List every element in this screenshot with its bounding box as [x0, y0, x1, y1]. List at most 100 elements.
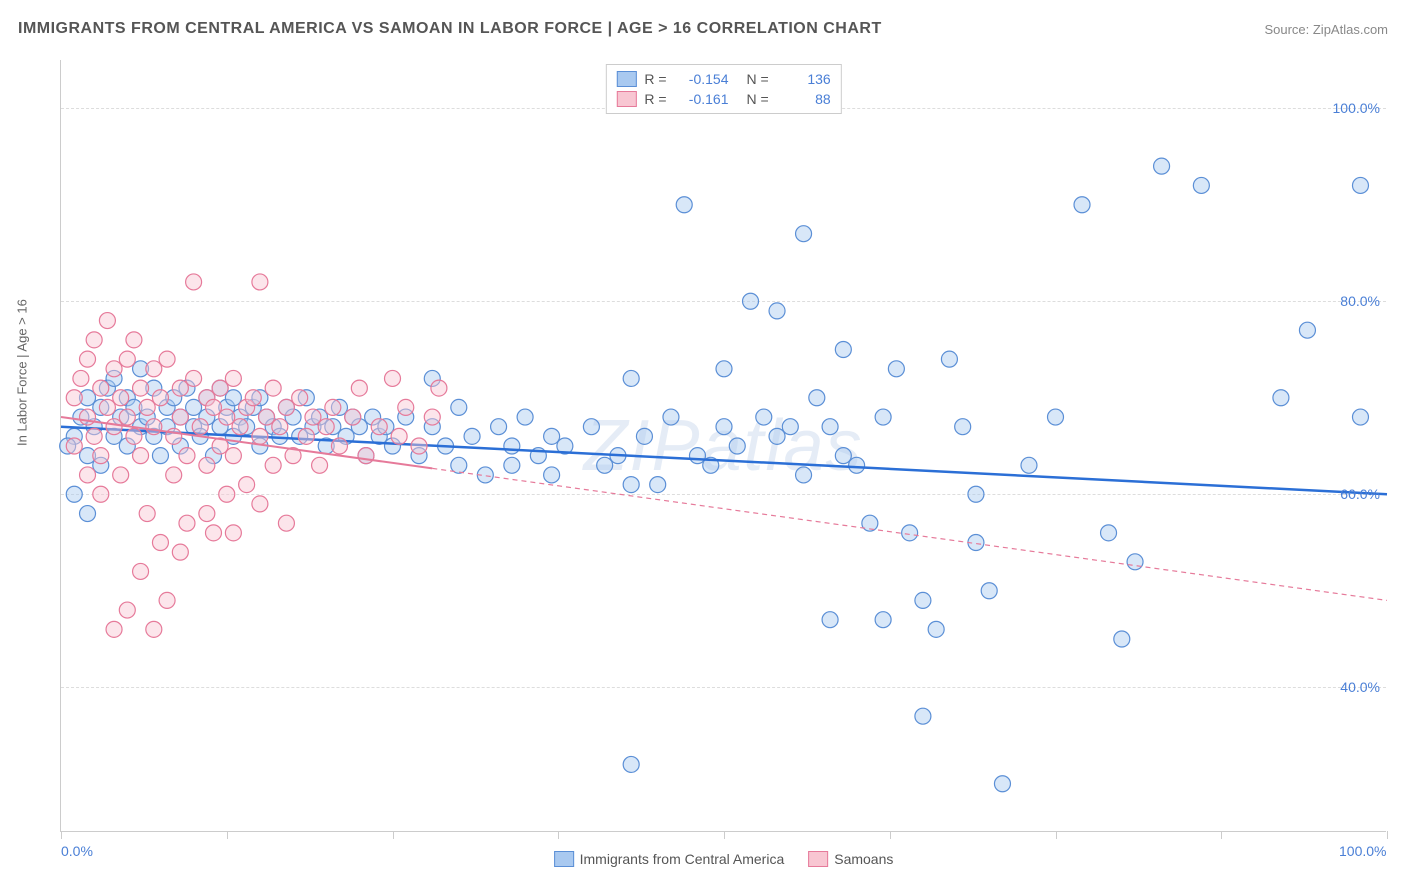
data-point: [663, 409, 679, 425]
data-point: [93, 486, 109, 502]
data-point: [756, 409, 772, 425]
data-point: [431, 380, 447, 396]
data-point: [205, 399, 221, 415]
n-value-1: 136: [777, 71, 831, 87]
swatch-series-1: [616, 71, 636, 87]
data-point: [252, 428, 268, 444]
data-point: [325, 399, 341, 415]
data-point: [1154, 158, 1170, 174]
data-point: [1127, 554, 1143, 570]
source-label: Source: ZipAtlas.com: [1264, 22, 1388, 37]
y-axis-title: In Labor Force | Age > 16: [15, 299, 30, 446]
data-point: [278, 399, 294, 415]
data-point: [424, 409, 440, 425]
data-point: [981, 583, 997, 599]
data-point: [225, 525, 241, 541]
data-point: [796, 467, 812, 483]
data-point: [583, 419, 599, 435]
data-point: [133, 380, 149, 396]
r-label: R =: [644, 71, 666, 87]
data-point: [259, 409, 275, 425]
y-tick-label: 40.0%: [1340, 679, 1380, 695]
data-point: [106, 621, 122, 637]
y-tick-label: 60.0%: [1340, 486, 1380, 502]
data-point: [172, 544, 188, 560]
title-row: IMMIGRANTS FROM CENTRAL AMERICA VS SAMOA…: [18, 20, 1388, 38]
data-point: [146, 361, 162, 377]
data-point: [623, 477, 639, 493]
y-tick-label: 100.0%: [1333, 100, 1380, 116]
data-point: [219, 409, 235, 425]
data-point: [318, 419, 334, 435]
data-point: [915, 592, 931, 608]
data-point: [504, 457, 520, 473]
data-point: [186, 274, 202, 290]
data-point: [451, 399, 467, 415]
data-point: [139, 506, 155, 522]
data-point: [99, 313, 115, 329]
data-point: [106, 419, 122, 435]
data-point: [875, 409, 891, 425]
data-point: [464, 428, 480, 444]
data-point: [796, 226, 812, 242]
data-point: [245, 390, 261, 406]
data-point: [225, 448, 241, 464]
data-point: [99, 399, 115, 415]
data-point: [179, 515, 195, 531]
data-point: [597, 457, 613, 473]
data-point: [411, 438, 427, 454]
data-point: [888, 361, 904, 377]
data-point: [769, 428, 785, 444]
data-point: [93, 448, 109, 464]
data-point: [172, 409, 188, 425]
stats-legend: R = -0.154 N = 136 R = -0.161 N = 88: [605, 64, 841, 114]
data-point: [928, 621, 944, 637]
data-point: [849, 457, 865, 473]
data-point: [278, 515, 294, 531]
data-point: [769, 303, 785, 319]
data-point: [106, 361, 122, 377]
data-point: [544, 428, 560, 444]
legend-label-2: Samoans: [834, 851, 893, 867]
data-point: [729, 438, 745, 454]
data-point: [968, 486, 984, 502]
data-point: [491, 419, 507, 435]
y-tick-label: 80.0%: [1340, 293, 1380, 309]
data-point: [650, 477, 666, 493]
data-point: [119, 351, 135, 367]
r-value-2: -0.161: [675, 91, 729, 107]
data-point: [1273, 390, 1289, 406]
data-point: [80, 409, 96, 425]
data-point: [272, 419, 288, 435]
data-point: [391, 428, 407, 444]
data-point: [225, 370, 241, 386]
legend-item-1: Immigrants from Central America: [554, 851, 785, 867]
data-point: [623, 370, 639, 386]
data-point: [119, 409, 135, 425]
data-point: [133, 563, 149, 579]
data-point: [298, 428, 314, 444]
data-point: [1114, 631, 1130, 647]
scatter-svg: [61, 60, 1386, 831]
data-point: [152, 535, 168, 551]
data-point: [1193, 177, 1209, 193]
data-point: [86, 428, 102, 444]
data-point: [172, 380, 188, 396]
data-point: [186, 370, 202, 386]
n-value-2: 88: [777, 91, 831, 107]
data-point: [66, 486, 82, 502]
n-label: N =: [747, 91, 769, 107]
data-point: [398, 399, 414, 415]
data-point: [782, 419, 798, 435]
data-point: [265, 380, 281, 396]
data-point: [166, 428, 182, 444]
data-point: [636, 428, 652, 444]
data-point: [133, 448, 149, 464]
data-point: [66, 438, 82, 454]
r-value-1: -0.154: [675, 71, 729, 87]
data-point: [186, 399, 202, 415]
x-tick-label: 0.0%: [61, 843, 93, 859]
data-point: [159, 351, 175, 367]
data-point: [544, 467, 560, 483]
stats-row-2: R = -0.161 N = 88: [616, 89, 830, 109]
